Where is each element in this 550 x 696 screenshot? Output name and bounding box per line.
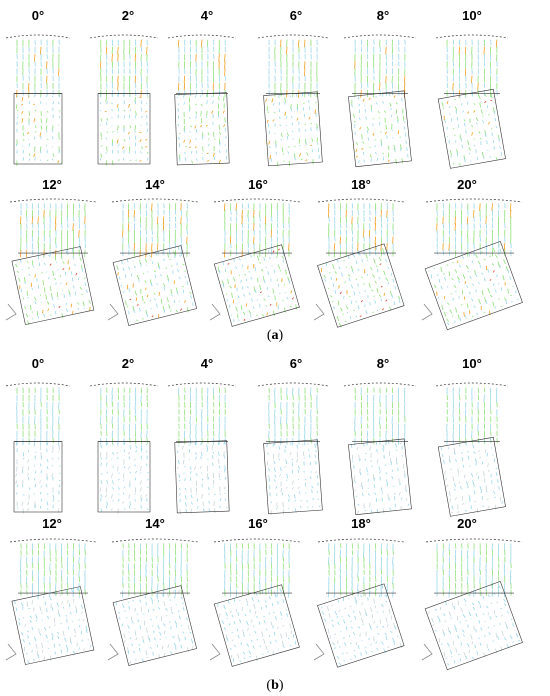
boundary-mark-a-1	[107, 303, 119, 321]
field-b-r1-2	[167, 382, 237, 515]
angle-label-a-16: 16°	[248, 177, 268, 192]
field-a-r2-4	[424, 198, 523, 331]
field-b-r1-1	[89, 382, 159, 514]
angle-label-a-12: 12°	[42, 177, 62, 192]
angle-label-b-14: 14°	[145, 516, 165, 531]
field-a-r2-3	[317, 198, 405, 328]
boundary-mark-a-0	[5, 303, 17, 321]
boundary-mark-a-2	[209, 303, 221, 321]
field-a-r1-4	[343, 34, 417, 168]
angle-label-b-20: 20°	[457, 516, 477, 531]
angle-label-b-0: 0°	[31, 356, 45, 371]
angle-label-b-4: 4°	[200, 356, 214, 371]
angle-label-b-10: 10°	[462, 356, 482, 371]
angle-label-a-18: 18°	[351, 177, 371, 192]
angle-label-a-14: 14°	[145, 177, 165, 192]
field-a-r1-5	[435, 34, 509, 169]
angle-label-b-8: 8°	[376, 356, 390, 371]
angle-label-a-0: 0°	[31, 8, 45, 23]
field-b-r1-3	[257, 382, 329, 516]
field-b-r1-4	[343, 382, 417, 516]
field-a-r2-1	[111, 198, 199, 326]
panel-b: 0° 2° 4° 6° 8° 10° 12° 14° 16° 18° 20° (…	[0, 348, 550, 696]
field-b-r2-4	[424, 538, 523, 671]
boundary-mark-a-4	[421, 303, 433, 321]
boundary-mark-b-0	[5, 643, 17, 661]
boundary-mark-b-1	[107, 643, 119, 661]
vector-field-b	[5, 382, 523, 671]
subfigure-caption-b: (b)	[266, 678, 284, 693]
angle-label-b-12: 12°	[42, 516, 62, 531]
boundary-mark-a-3	[313, 303, 325, 321]
boundary-mark-b-2	[209, 643, 221, 661]
field-b-r2-2	[213, 538, 301, 667]
angle-label-b-16: 16°	[248, 516, 268, 531]
boundary-mark-b-4	[421, 643, 433, 661]
field-b-r2-0	[9, 538, 97, 665]
angle-label-b-6: 6°	[289, 356, 303, 371]
angle-label-a-10: 10°	[462, 8, 482, 23]
angle-label-b-2: 2°	[121, 356, 135, 371]
angle-label-a-4: 4°	[200, 8, 214, 23]
field-a-r2-2	[213, 198, 301, 327]
angle-label-a-2: 2°	[121, 8, 135, 23]
field-b-r1-0	[5, 382, 71, 514]
boundary-mark-b-3	[313, 643, 325, 661]
angle-label-a-8: 8°	[376, 8, 390, 23]
angle-label-a-20: 20°	[457, 177, 477, 192]
angle-label-a-6: 6°	[289, 8, 303, 23]
field-a-r1-0	[5, 34, 71, 166]
field-a-r1-2	[167, 34, 237, 166]
field-b-r2-3	[317, 538, 405, 668]
subfigure-caption-a: (a)	[266, 328, 284, 343]
panel-a: 0° 2° 4° 6° 8° 10° 12° 14° 16° 18° 20° (…	[5, 8, 523, 343]
field-b-r2-1	[111, 538, 199, 666]
angle-label-b-18: 18°	[351, 516, 371, 531]
field-a-r2-0	[9, 198, 97, 326]
field-b-r1-5	[435, 382, 509, 517]
vector-field-a	[5, 34, 523, 331]
field-a-r1-1	[89, 34, 159, 166]
field-a-r1-3	[257, 34, 329, 167]
